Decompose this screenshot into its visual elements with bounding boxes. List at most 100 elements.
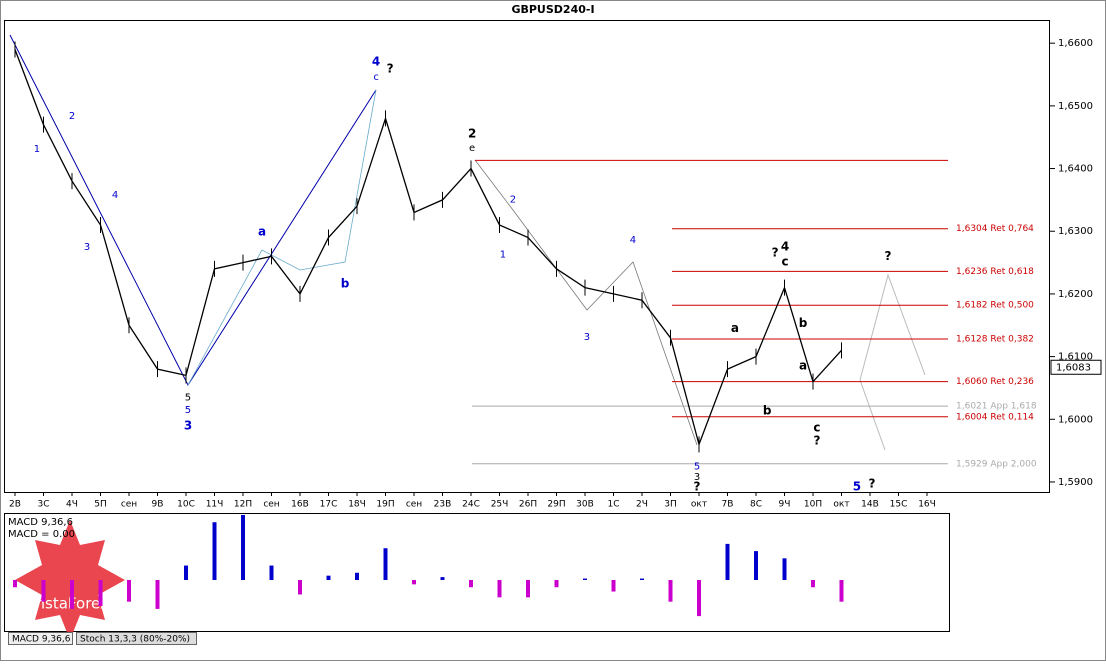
macd-bar	[298, 580, 302, 595]
x-tick-label: 19П	[376, 500, 394, 510]
macd-bar	[212, 522, 217, 580]
macd-bar	[611, 580, 616, 592]
y-tick-label: 1,5900	[1058, 477, 1093, 488]
wave-label: 2	[510, 194, 516, 205]
macd-bar	[184, 565, 188, 580]
x-tick-label: 9Ч	[779, 500, 791, 510]
x-tick-label: 3П	[664, 500, 677, 510]
macd-bar	[70, 580, 74, 609]
wave-label: 3	[84, 242, 90, 253]
y-tick-label: 1,6600	[1058, 38, 1093, 49]
fib-label: 1,6021 App 1,618	[956, 402, 1037, 412]
fib-label: 1,6304 Ret 0,764	[956, 224, 1034, 234]
wave-label: 5	[694, 461, 700, 472]
wave-line	[474, 159, 698, 446]
macd-bar	[412, 580, 416, 585]
macd-panel	[4, 513, 950, 632]
x-tick-label: 25Ч	[491, 500, 509, 510]
wave-label: 4	[372, 54, 380, 68]
macd-bar	[554, 580, 559, 588]
x-tick-label: 2В	[9, 500, 21, 510]
macd-bar	[440, 577, 445, 580]
wave-label: a	[799, 359, 807, 373]
x-tick-label: 14В	[861, 500, 879, 510]
x-tick-label: 4Ч	[66, 500, 78, 510]
macd-bar	[725, 543, 730, 580]
wave-label: b	[763, 404, 772, 418]
projection-line	[859, 379, 886, 451]
x-tick-label: 16Ч	[918, 500, 936, 510]
x-tick-label: 10П	[804, 500, 822, 510]
wave-label: 4	[781, 239, 789, 253]
fib-label: 1,5929 App 2,000	[956, 459, 1037, 469]
macd-bar	[640, 578, 644, 580]
wave-label: 3	[584, 332, 590, 343]
wave-label: b	[341, 276, 350, 290]
fib-label: 1,6060 Ret 0,236	[956, 377, 1034, 387]
x-tick-label: 3С	[37, 500, 49, 510]
macd-bar	[127, 580, 131, 602]
x-tick-label: 12П	[234, 500, 252, 510]
price-line	[14, 49, 842, 447]
projection-line	[859, 273, 926, 381]
y-tick-label: 1,6100	[1058, 352, 1093, 363]
x-tick-label: 26П	[519, 500, 537, 510]
macd-value: MACD = 0.00	[8, 529, 75, 540]
x-tick-label: 24С	[462, 500, 480, 510]
macd-bar	[469, 580, 473, 588]
x-tick-label: 17С	[320, 500, 338, 510]
wave-label: ?	[387, 61, 394, 75]
x-tick-label: сен	[121, 500, 137, 510]
x-tick-label: 8С	[750, 500, 762, 510]
macd-bar	[754, 551, 758, 580]
wave-label: 2	[468, 127, 476, 141]
tab[interactable]	[76, 632, 197, 645]
wave-label: 5	[185, 405, 191, 416]
wave-label: a	[731, 321, 739, 335]
tab[interactable]	[8, 632, 73, 645]
y-tick-label: 1,6300	[1058, 226, 1093, 237]
wave-label: e	[469, 143, 475, 154]
x-tick-label: 15С	[890, 500, 908, 510]
wave-label: 3	[184, 419, 192, 433]
wave-label: 1	[500, 249, 506, 260]
wave-label: ?	[884, 249, 891, 263]
macd-bar	[782, 558, 787, 580]
x-tick-label: 23В	[434, 500, 452, 510]
x-tick-label: 1С	[607, 500, 619, 510]
wave-label: b	[799, 316, 808, 330]
x-tick-label: окт	[833, 500, 849, 510]
macd-bar	[241, 515, 245, 580]
macd-bar	[839, 580, 844, 602]
current-price: 1,6083	[1056, 362, 1091, 373]
wave-label: ?	[772, 246, 779, 260]
wave-label: 5	[185, 392, 191, 403]
tab-label[interactable]: MACD 9,36,6	[12, 635, 71, 645]
macd-bar	[41, 580, 46, 602]
wave-line	[187, 89, 377, 386]
fib-label: 1,6128 Ret 0,382	[956, 335, 1034, 345]
y-tick-label: 1,6200	[1058, 289, 1093, 300]
macd-bar	[98, 580, 103, 606]
fib-label: 1,6236 Ret 0,618	[956, 267, 1034, 277]
x-tick-label: окт	[691, 500, 707, 510]
x-tick-label: сен	[263, 500, 279, 510]
x-tick-label: 10С	[177, 500, 195, 510]
wave-label: ?	[869, 476, 876, 490]
macd-bar	[583, 578, 587, 580]
macd-bar	[326, 575, 331, 580]
wave-label: ?	[694, 479, 701, 493]
wave-label: a	[258, 224, 266, 238]
fib-label: 1,6004 Ret 0,114	[956, 412, 1034, 422]
macd-bar	[155, 580, 160, 609]
x-tick-label: 29П	[547, 500, 565, 510]
macd-bar	[355, 572, 359, 580]
macd-bar	[811, 580, 815, 588]
x-tick-label: сен	[406, 500, 422, 510]
macd-bar	[697, 580, 701, 617]
x-tick-label: 16В	[291, 500, 309, 510]
tab-label[interactable]: Stoch 13,3,3 (80%-20%)	[80, 635, 190, 645]
y-tick-label: 1,6400	[1058, 164, 1093, 175]
chart-title: GBPUSD240-I	[511, 3, 594, 16]
